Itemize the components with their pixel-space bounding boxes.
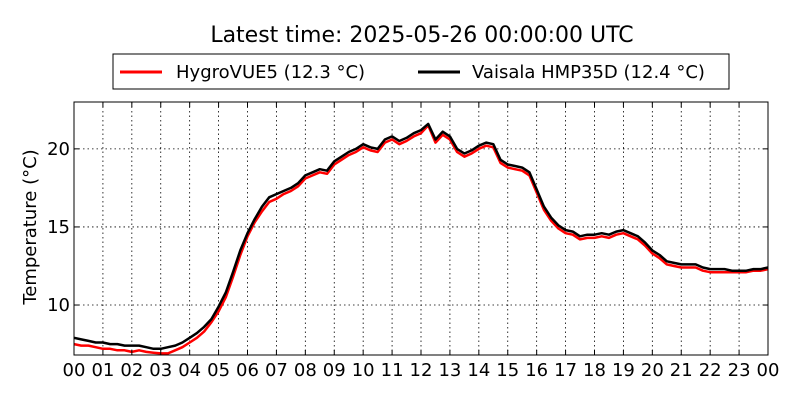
x-tick-label: 23	[728, 360, 751, 381]
x-tick-label: 21	[670, 360, 693, 381]
x-tick-label: 19	[612, 360, 635, 381]
series-line-0	[73, 124, 769, 355]
x-tick-label: 01	[91, 360, 114, 381]
y-tick-label: 15	[47, 217, 70, 238]
x-tick-label: 00	[757, 360, 780, 381]
series-line-1	[73, 122, 769, 351]
x-tick-label: 16	[525, 360, 548, 381]
grid	[74, 102, 768, 355]
y-axis-label: Temperature (°C)	[20, 149, 41, 305]
x-tick-label: 14	[467, 360, 490, 381]
x-tick-label: 22	[699, 360, 722, 381]
legend-label-hygrovue5: HygroVUE5 (12.3 °C)	[176, 62, 365, 83]
x-tick-label: 06	[236, 360, 259, 381]
y-tick-label: 10	[47, 295, 70, 316]
chart-title: Latest time: 2025-05-26 00:00:00 UTC	[210, 23, 633, 48]
x-tick-label: 11	[381, 360, 404, 381]
x-tick-label: 08	[294, 360, 317, 381]
x-tick-label: 17	[554, 360, 577, 381]
legend: HygroVUE5 (12.3 °C) Vaisala HMP35D (12.4…	[112, 53, 730, 90]
x-tick-label: 18	[583, 360, 606, 381]
x-tick-label: 13	[438, 360, 461, 381]
y-axis: 10 15 20	[47, 139, 768, 316]
x-tick-label: 02	[120, 360, 143, 381]
x-tick-label: 05	[207, 360, 230, 381]
x-axis: 00 01 02 03 04 05 06 07 08 09 10 11 12 13 14 15 16 17 18 19…	[63, 102, 780, 381]
x-tick-label: 07	[265, 360, 288, 381]
series-layer	[73, 122, 769, 355]
x-tick-label: 15	[496, 360, 519, 381]
x-tick-label: 04	[178, 360, 201, 381]
legend-label-vaisala: Vaisala HMP35D (12.4 °C)	[472, 62, 705, 83]
x-tick-label: 00	[63, 360, 86, 381]
x-tick-label: 20	[641, 360, 664, 381]
x-tick-label: 03	[149, 360, 172, 381]
x-tick-label: 12	[410, 360, 433, 381]
x-tick-label: 10	[352, 360, 375, 381]
y-tick-label: 20	[47, 139, 70, 160]
x-tick-label: 09	[323, 360, 346, 381]
